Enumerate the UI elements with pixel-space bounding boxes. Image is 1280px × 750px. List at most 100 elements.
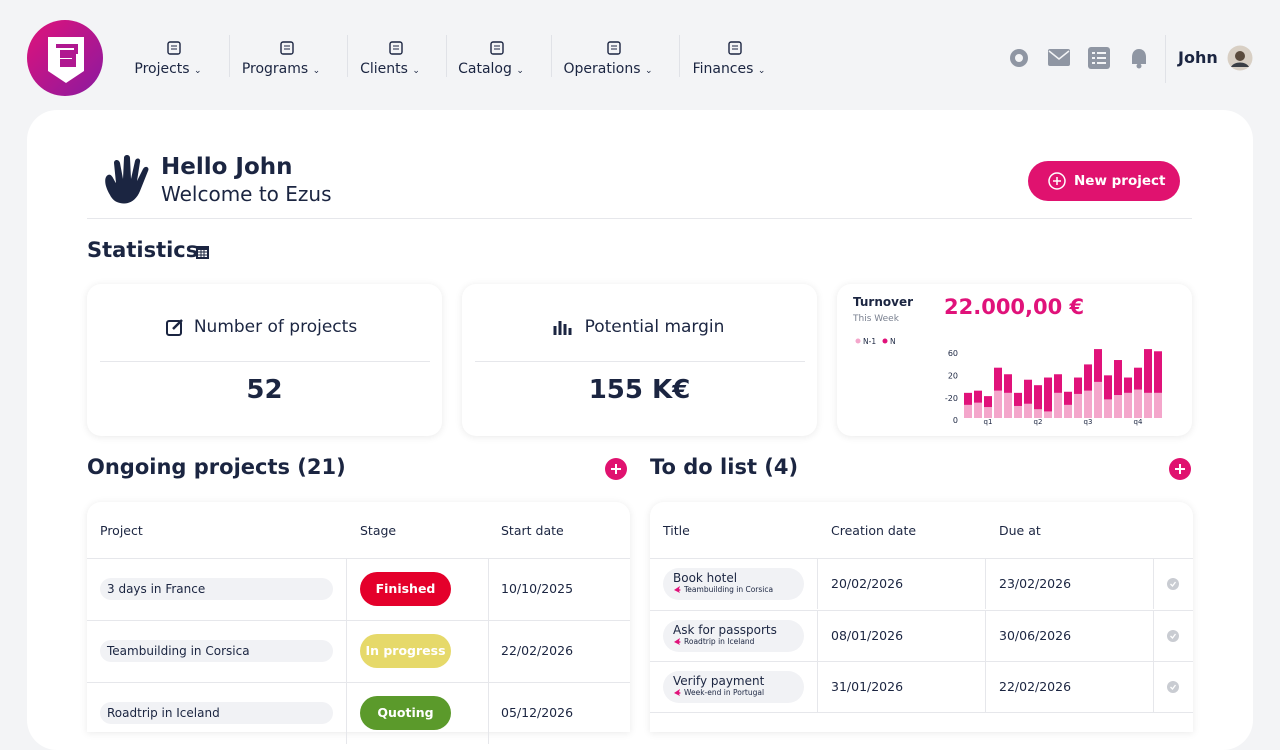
due-date: 23/02/2026 bbox=[999, 576, 1072, 591]
column-header: Due at bbox=[999, 523, 1041, 538]
start-date: 22/02/2026 bbox=[501, 643, 574, 658]
bar bbox=[1044, 377, 1052, 412]
bar bbox=[964, 404, 972, 418]
due-date: 30/06/2026 bbox=[999, 627, 1072, 643]
column-header: Project bbox=[100, 523, 143, 538]
y-tick-label: 0 bbox=[953, 416, 958, 425]
bar bbox=[1084, 364, 1092, 391]
nav-item[interactable]: Projects ⌄ bbox=[134, 61, 202, 77]
todo-pill[interactable] bbox=[663, 619, 804, 652]
bell-icon[interactable] bbox=[1127, 46, 1151, 70]
column-divider bbox=[346, 558, 347, 620]
card-value: 155 K€ bbox=[588, 375, 691, 405]
plane-icon bbox=[674, 637, 681, 645]
bar bbox=[1144, 349, 1152, 393]
row-divider bbox=[650, 609, 1193, 611]
hand-icon bbox=[105, 155, 149, 204]
bar bbox=[1004, 374, 1012, 393]
todo-title: Book hotel bbox=[673, 571, 738, 585]
bar bbox=[1054, 374, 1062, 393]
column-header: Stage bbox=[360, 523, 397, 538]
bar bbox=[994, 367, 1002, 391]
mail-icon[interactable] bbox=[1047, 46, 1071, 70]
nav-separator bbox=[347, 35, 348, 77]
start-date: 10/10/2025 bbox=[501, 581, 574, 596]
todo-title: To do list (4) bbox=[650, 455, 799, 479]
legend-dot bbox=[882, 338, 888, 344]
nav-separator bbox=[1165, 35, 1166, 83]
bar bbox=[1014, 392, 1022, 406]
row-divider bbox=[650, 661, 1193, 662]
calendar-icon bbox=[196, 246, 209, 259]
settings-icon[interactable] bbox=[1007, 46, 1031, 70]
column-divider bbox=[488, 558, 489, 620]
done-check[interactable] bbox=[1167, 629, 1179, 642]
legend-dot bbox=[855, 338, 861, 344]
bar bbox=[1154, 392, 1162, 418]
bar bbox=[1094, 349, 1102, 382]
legend-label: N bbox=[890, 337, 896, 346]
todo-title: Ask for passports bbox=[673, 622, 777, 637]
project-name[interactable]: 3 days in France bbox=[100, 578, 333, 600]
add-project[interactable] bbox=[604, 457, 628, 481]
nav-item[interactable]: Catalog ⌄ bbox=[458, 61, 524, 77]
column-divider bbox=[985, 558, 986, 609]
row-divider bbox=[87, 682, 630, 683]
column-divider bbox=[817, 661, 818, 712]
bar bbox=[1064, 404, 1072, 418]
turnover-amount: 22.000,00 € bbox=[944, 295, 1085, 319]
column-header: Start date bbox=[501, 523, 564, 538]
y-tick-label: -20 bbox=[945, 394, 958, 403]
bar bbox=[1044, 411, 1052, 418]
bar bbox=[1124, 392, 1132, 418]
card-label: Potential margin bbox=[584, 317, 725, 337]
card-value: 52 bbox=[246, 375, 283, 405]
todo-pill[interactable] bbox=[663, 671, 804, 703]
todo-pill[interactable] bbox=[663, 568, 804, 600]
project-name[interactable]: Roadtrip in Iceland bbox=[100, 702, 333, 724]
bar bbox=[964, 392, 972, 405]
logo[interactable] bbox=[26, 19, 106, 99]
column-divider bbox=[985, 609, 986, 661]
column-divider bbox=[817, 558, 818, 609]
bar bbox=[1114, 360, 1122, 396]
done-check[interactable] bbox=[1167, 681, 1179, 693]
bar bbox=[1014, 405, 1022, 418]
column-header: Creation date bbox=[831, 523, 917, 538]
done-check[interactable] bbox=[1167, 578, 1179, 590]
column-divider bbox=[1153, 609, 1154, 661]
bar bbox=[974, 390, 982, 403]
column-divider bbox=[488, 620, 489, 682]
bar bbox=[1104, 375, 1112, 400]
user-name[interactable]: John bbox=[1178, 48, 1218, 67]
stage-badge: Finished bbox=[360, 572, 451, 606]
bar bbox=[1154, 351, 1162, 393]
nav-icon bbox=[728, 41, 742, 55]
bar bbox=[1004, 392, 1012, 418]
column-header: Title bbox=[663, 523, 690, 538]
statistics-title: Statistics bbox=[87, 238, 199, 262]
card-label: Number of projects bbox=[193, 317, 358, 337]
column-divider bbox=[346, 620, 347, 682]
row-divider bbox=[87, 620, 630, 621]
add-todo[interactable] bbox=[1168, 457, 1192, 481]
stage-badge: Quoting bbox=[360, 696, 451, 730]
bar bbox=[984, 396, 992, 408]
bar bbox=[974, 402, 982, 418]
nav-item[interactable]: Clients ⌄ bbox=[360, 61, 420, 77]
avatar[interactable] bbox=[1227, 45, 1253, 71]
bar bbox=[1034, 385, 1042, 410]
nav-item[interactable]: Programs ⌄ bbox=[241, 61, 321, 77]
project-name[interactable]: Teambuilding in Corsica bbox=[100, 640, 333, 662]
turnover-period[interactable]: This Week bbox=[853, 314, 899, 324]
x-tick-label: q3 bbox=[1084, 418, 1093, 426]
bar bbox=[1094, 381, 1102, 418]
nav-item[interactable]: Operations ⌄ bbox=[563, 61, 653, 77]
creation-date: 20/02/2026 bbox=[831, 576, 904, 591]
bar bbox=[1124, 377, 1132, 393]
nav-item[interactable]: Finances ⌄ bbox=[692, 61, 766, 77]
list-icon[interactable] bbox=[1087, 46, 1111, 70]
bar bbox=[1114, 395, 1122, 418]
greeting: Hello John bbox=[161, 154, 293, 180]
y-tick-label: 20 bbox=[948, 371, 958, 380]
